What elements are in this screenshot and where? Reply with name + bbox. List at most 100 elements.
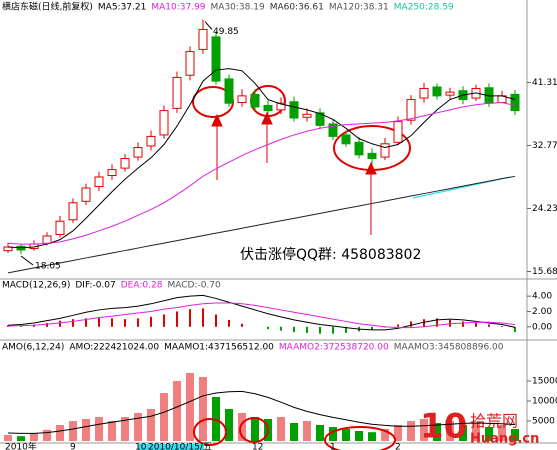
- candle-body: [510, 93, 520, 112]
- watermark-big: 10: [420, 407, 467, 447]
- note: 伏击涨停QQ群: 458083802: [240, 246, 421, 263]
- header-item: MACD:-0.70: [167, 281, 221, 291]
- header-item: MA5:37.21: [98, 3, 146, 13]
- y-tick-label: 24.23: [532, 204, 557, 214]
- watermark: 10 拾荒网 Huang.cn: [420, 407, 539, 447]
- x-tick-label: 9: [70, 443, 76, 450]
- peak-pointer: [204, 21, 213, 30]
- amo-bar: [147, 409, 155, 441]
- header-item: MA250:28.59: [394, 3, 454, 13]
- candle-body: [341, 134, 351, 145]
- watermark-url: Huang.cn: [470, 432, 539, 447]
- candle-body: [393, 121, 403, 143]
- header-item: MAAMO2:372538720.00: [279, 343, 389, 353]
- amo-bar: [407, 421, 415, 441]
- header-item: AMO(6,12,24): [2, 343, 64, 353]
- candle-body: [237, 95, 247, 103]
- y-tick-label: 15000: [532, 377, 557, 387]
- y-tick-label: 32.77: [532, 141, 557, 151]
- candle-body: [159, 110, 169, 136]
- y-tick-label: 41.31: [532, 78, 557, 88]
- candle-body: [289, 101, 299, 119]
- amo-bar: [173, 381, 181, 441]
- amo-bar: [199, 377, 207, 441]
- amo-bar: [303, 421, 311, 441]
- candle-body: [42, 235, 52, 244]
- candle-body: [354, 141, 364, 156]
- candle-body: [172, 76, 182, 109]
- amo-ma-line: [7, 390, 516, 434]
- amo-bar: [290, 423, 298, 441]
- candle-body: [328, 123, 338, 137]
- low-pointer: [20, 255, 34, 266]
- amo-bar: [433, 423, 441, 441]
- amo-bar: [459, 425, 467, 441]
- dea-line: [7, 302, 516, 329]
- amo-bar: [251, 417, 259, 441]
- low-label: 18.05: [35, 262, 61, 272]
- candle-body: [380, 143, 390, 158]
- candle-body: [432, 86, 442, 97]
- ma-line: [7, 175, 516, 274]
- x-tick-label: 2: [395, 443, 401, 450]
- candle-body: [146, 135, 156, 147]
- header-item: 横店东磁(日线,前复权): [2, 1, 93, 13]
- x-tick-label: 12: [252, 443, 263, 450]
- amo-bar: [160, 393, 168, 441]
- amo-bar: [30, 433, 38, 441]
- candle-body: [3, 246, 13, 252]
- header-item: DIF:-0.07: [75, 281, 115, 291]
- header-item: MACD(12,26,9): [2, 281, 70, 291]
- amo-bar: [355, 431, 363, 441]
- candle-body: [445, 91, 455, 96]
- candle-body: [107, 169, 117, 176]
- amo-bar: [17, 436, 25, 441]
- header-item: MA10:37.99: [151, 3, 205, 13]
- header-item: MAAMO1:437156512.00: [164, 343, 274, 353]
- amo-bar: [69, 421, 77, 441]
- arrow-head: [365, 161, 377, 175]
- candle-body: [81, 187, 91, 202]
- amo-bar: [4, 435, 12, 441]
- arrow-head: [261, 111, 273, 125]
- header-item: AMO:222421024.00: [69, 343, 159, 353]
- header-item: MA60:36.61: [270, 3, 324, 13]
- candle-body: [315, 112, 325, 126]
- date-highlight: [138, 444, 204, 450]
- amo-bar: [95, 417, 103, 441]
- y-tick-label: 10000: [532, 397, 557, 407]
- amo-bar: [485, 427, 493, 441]
- candle-body: [120, 158, 130, 169]
- amo-bar: [368, 432, 376, 441]
- candle-body: [419, 87, 429, 99]
- candle-body: [185, 51, 195, 76]
- header-item: MAAMO3:345808896.00: [394, 343, 504, 353]
- y-tick-label: 0.00: [532, 322, 552, 332]
- candle-body: [302, 113, 312, 118]
- amo-bar: [56, 425, 64, 441]
- circle: [324, 426, 396, 450]
- header-item: MA30:38.19: [211, 3, 265, 13]
- y-tick-label: 2.00: [532, 307, 552, 317]
- y-tick-label: 15.68: [532, 267, 557, 277]
- candle-body: [133, 146, 143, 158]
- candle-body: [198, 28, 208, 50]
- candle-body: [250, 93, 260, 108]
- arrow-head: [211, 113, 223, 127]
- header-item: MA120:38.31: [329, 3, 389, 13]
- candle-body: [263, 104, 273, 112]
- amo-bar: [446, 421, 454, 441]
- dif-line: [7, 294, 516, 331]
- amo-bar: [82, 419, 90, 441]
- amo-bar: [511, 429, 519, 441]
- candle-body: [276, 102, 286, 111]
- x-tick-label: 2010/10/15/五: [148, 443, 212, 450]
- amo-bar: [316, 425, 324, 441]
- amo-bar: [472, 423, 480, 441]
- amo-bar: [186, 373, 194, 441]
- amo-bar: [108, 421, 116, 441]
- amo-bar: [277, 417, 285, 441]
- x-tick-label: 2010年: [5, 441, 37, 450]
